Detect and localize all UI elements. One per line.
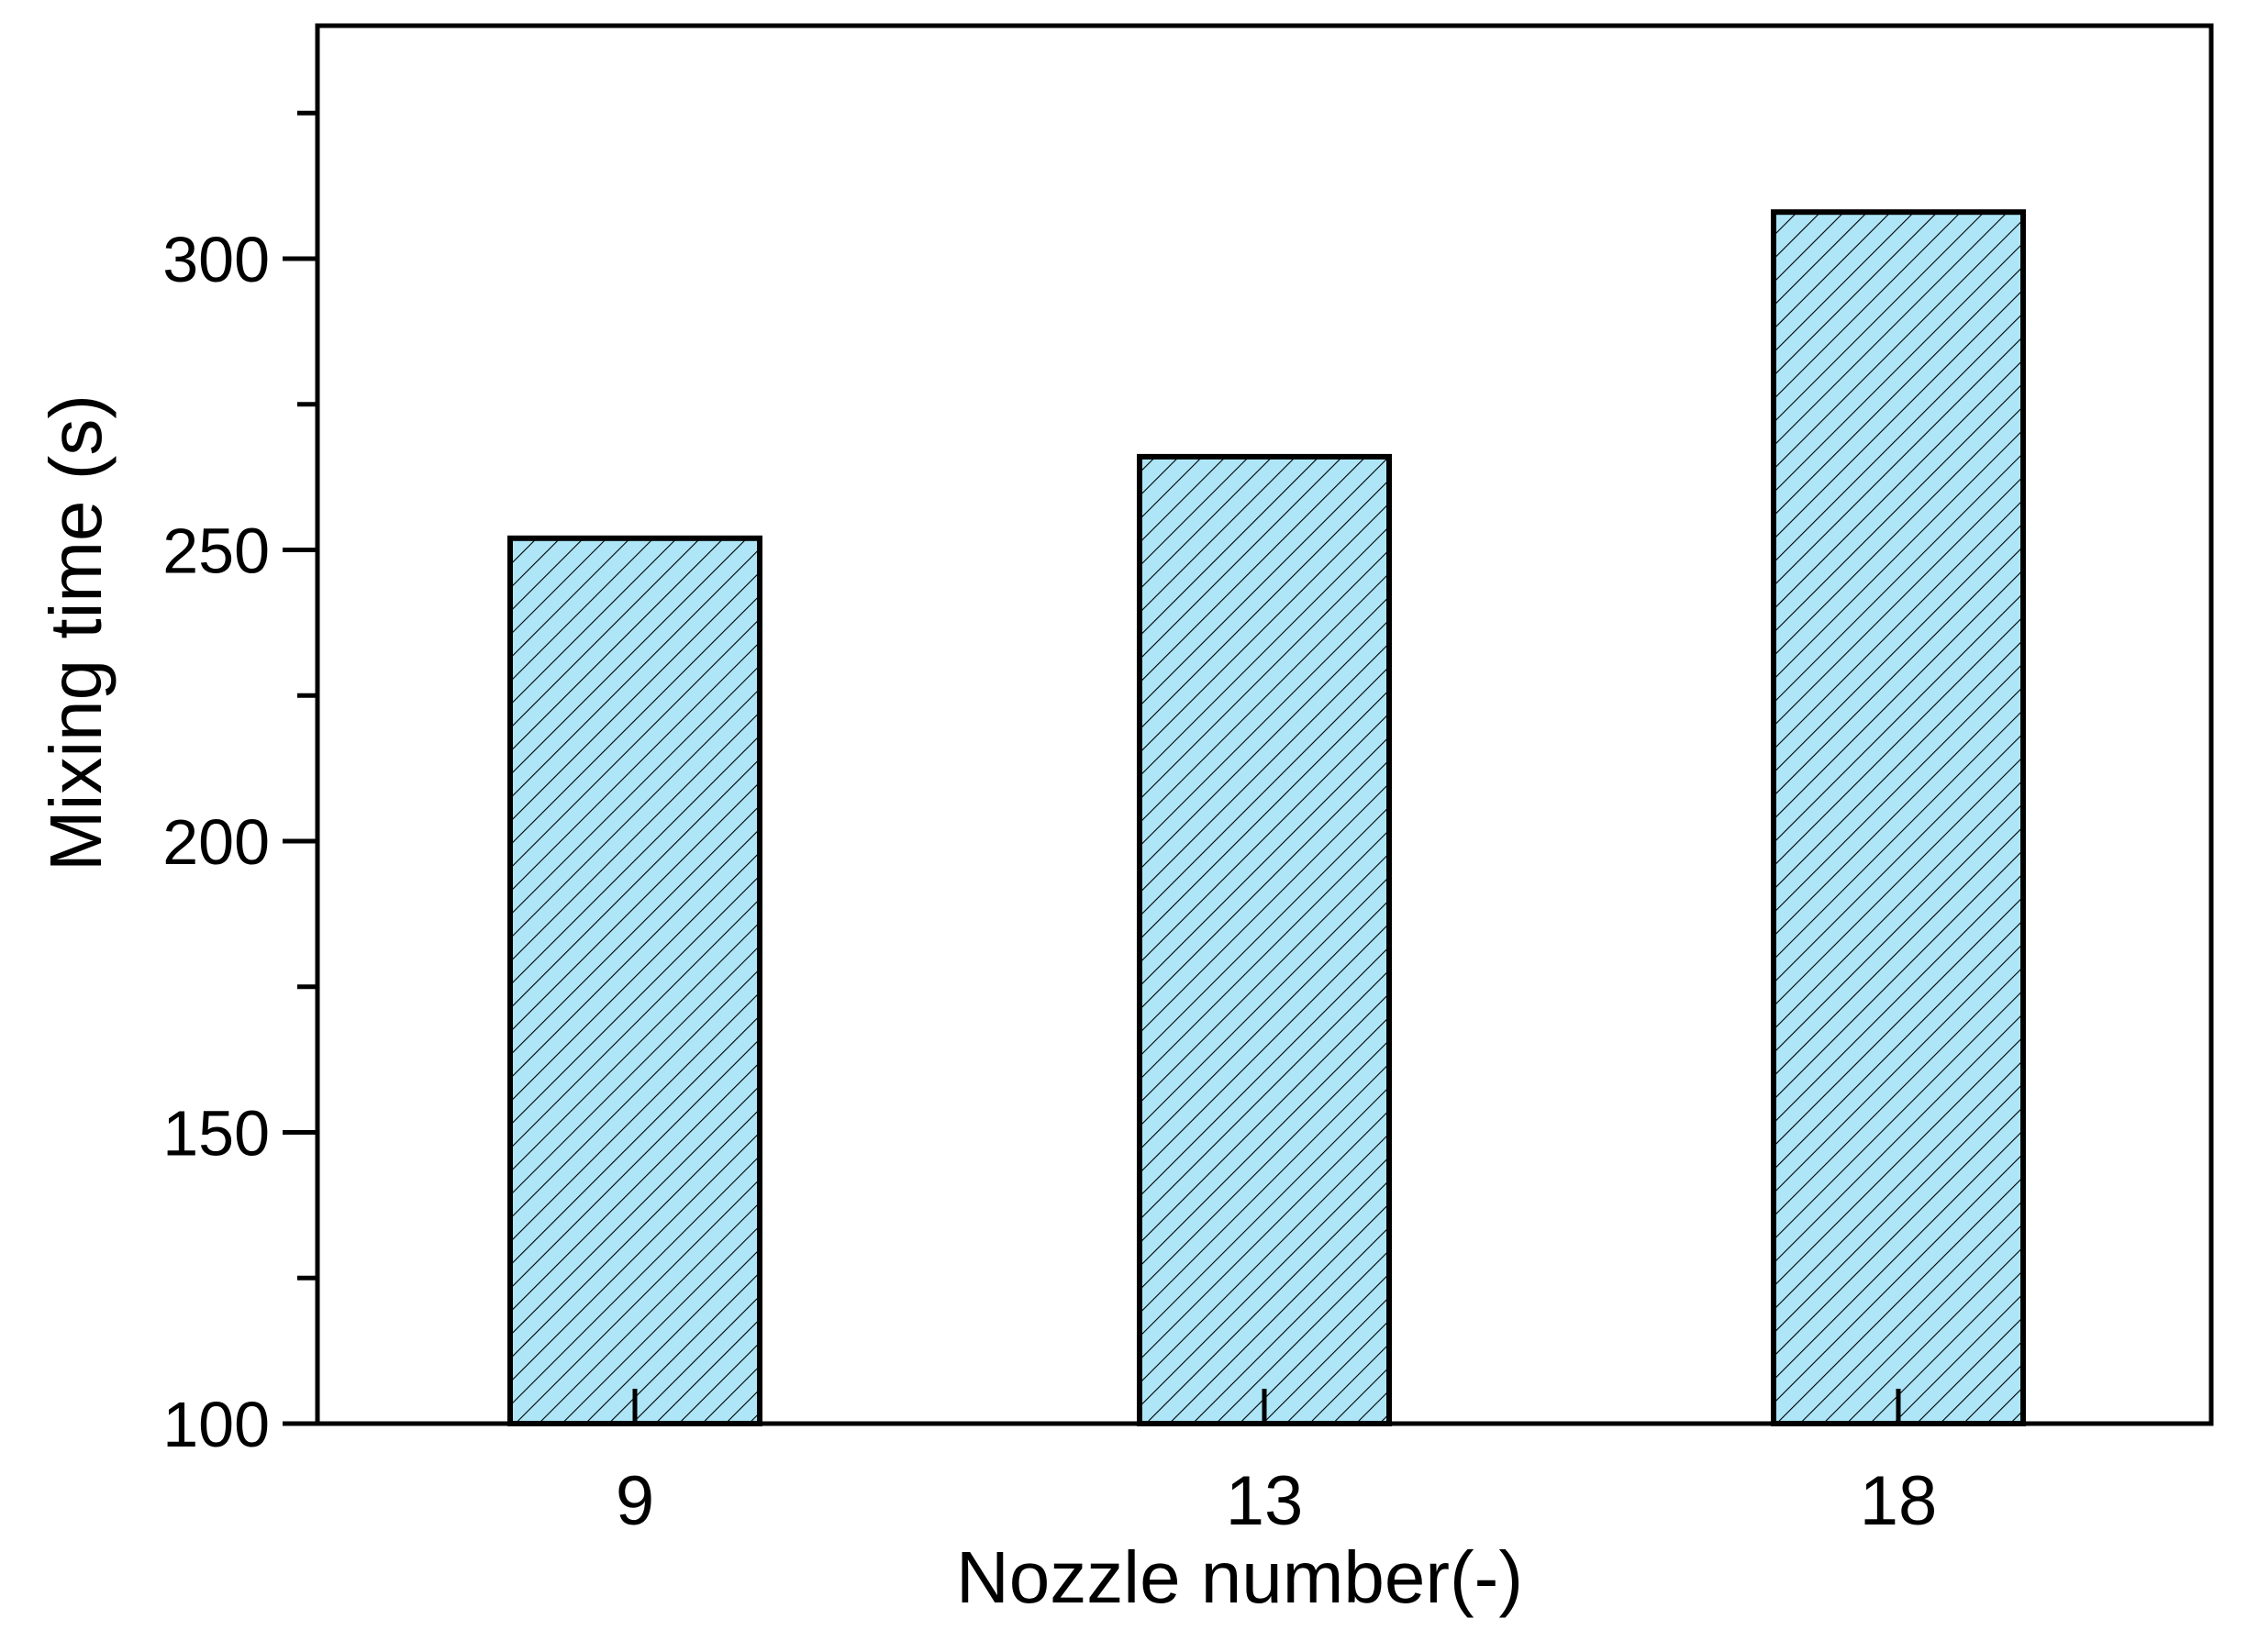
y-axis-title: Mixing time (s) (35, 394, 117, 871)
y-tick-label-250: 250 (162, 516, 270, 587)
y-tick-label-300: 300 (162, 224, 270, 295)
y-tick-label-100: 100 (162, 1389, 270, 1460)
x-tick-label-13: 13 (1226, 1462, 1304, 1540)
x-tick-label-9: 9 (616, 1462, 654, 1540)
y-tick-label-200: 200 (162, 806, 270, 878)
bar-13 (1137, 453, 1392, 1426)
x-axis-title: Nozzle number(-) (956, 1536, 1523, 1618)
y-tick-label-150: 150 (162, 1098, 270, 1170)
bar-9 (507, 535, 762, 1426)
bar-18 (1771, 209, 2026, 1427)
x-tick-label-18: 18 (1860, 1462, 1938, 1540)
